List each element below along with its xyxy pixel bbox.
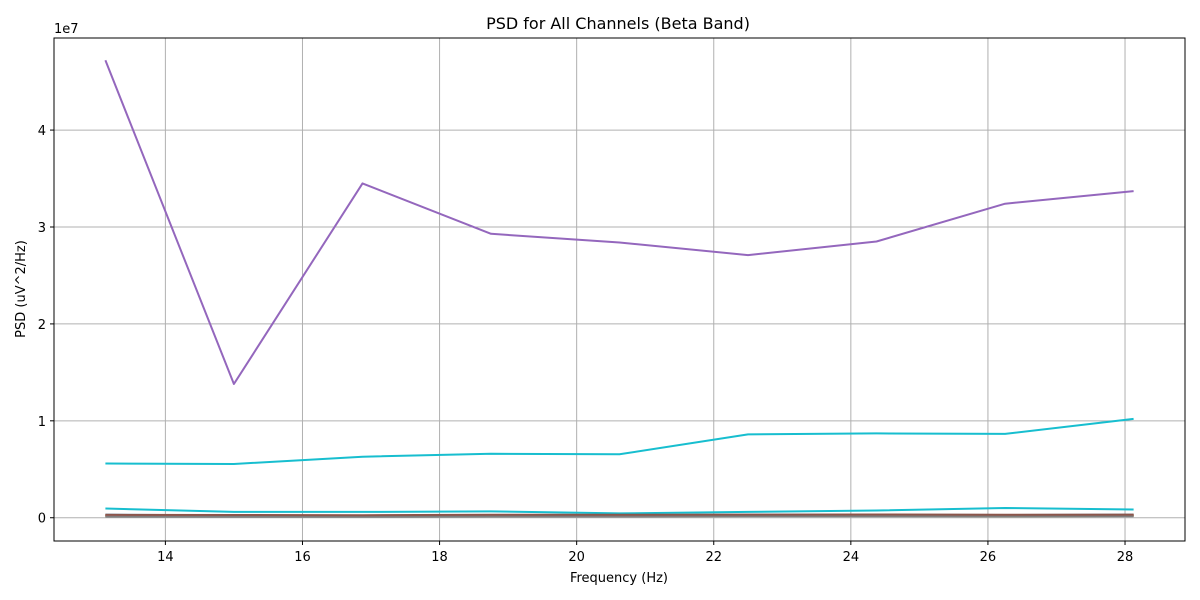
series-line-3: [105, 507, 1134, 515]
x-tick-label: 28: [1117, 550, 1134, 565]
y-tick-label: 0: [38, 512, 46, 527]
series-line-10: [105, 515, 1134, 518]
grid-lines: [54, 38, 1185, 541]
y-axis-label: PSD (uV^2/Hz): [14, 240, 29, 338]
x-tick-label: 22: [705, 550, 722, 565]
x-tick-label: 20: [568, 550, 585, 565]
x-tick-label: 18: [431, 550, 448, 565]
x-tick-label: 14: [157, 550, 174, 565]
x-axis-ticks: 14 16 18 20 22 24 26 28: [157, 541, 1133, 565]
chart-title: PSD for All Channels (Beta Band): [486, 14, 750, 33]
x-tick-label: 16: [294, 550, 311, 565]
y-offset-label: 1e7: [54, 22, 79, 37]
series-line-2: [105, 417, 1134, 465]
y-tick-label: 2: [38, 318, 46, 333]
series-line-1: [104, 59, 1134, 385]
series-line-11: [105, 513, 1134, 517]
y-offset-base: 1e7: [54, 22, 79, 37]
y-tick-label: 4: [38, 124, 46, 139]
x-tick-label: 24: [843, 550, 860, 565]
y-tick-label: 1: [38, 415, 46, 430]
series-lines: [104, 59, 1134, 518]
x-axis-label: Frequency (Hz): [570, 571, 668, 586]
x-tick-label: 26: [980, 550, 997, 565]
plot-frame: [53, 37, 1186, 542]
y-axis-ticks: 0 1 2 3 4: [38, 124, 54, 527]
y-tick-label: 3: [38, 221, 46, 236]
